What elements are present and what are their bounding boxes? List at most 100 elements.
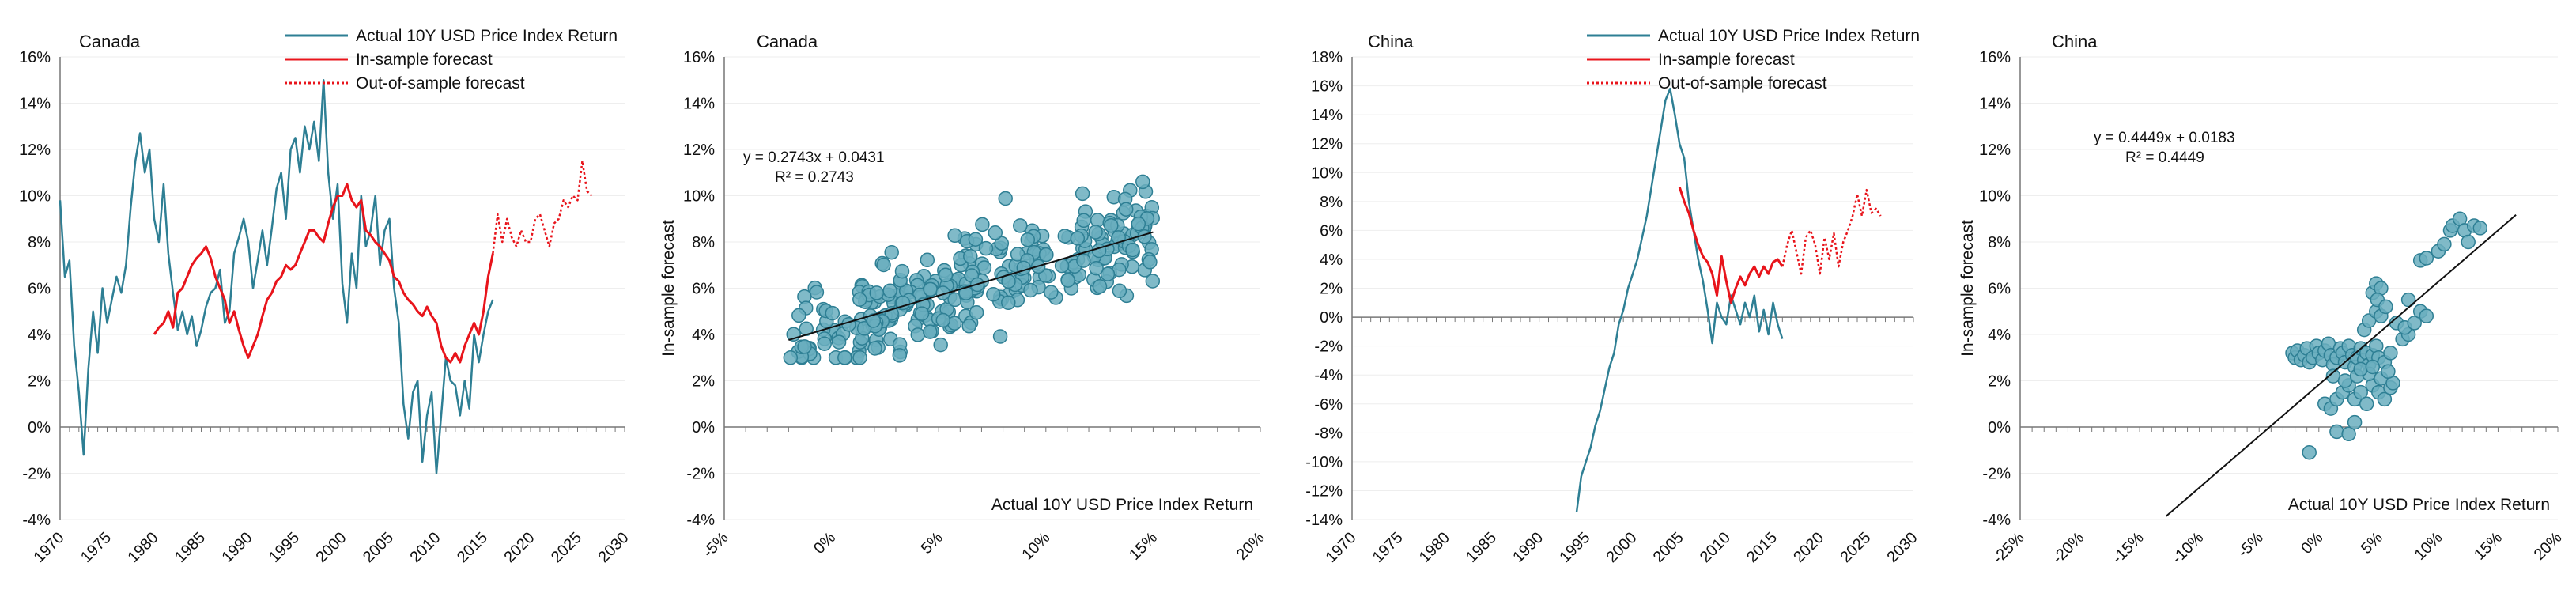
series-line-outofsample bbox=[1781, 188, 1882, 275]
scatter-point bbox=[2437, 236, 2452, 252]
scatter-point bbox=[831, 334, 847, 350]
legend-label: Out-of-sample forecast bbox=[1658, 74, 1827, 93]
chart-title: Canada bbox=[757, 32, 818, 51]
y-tick-label: 8% bbox=[692, 234, 715, 251]
scatter-point bbox=[797, 339, 812, 354]
trendline-equation: y = 0.2743x + 0.0431 bbox=[743, 149, 885, 166]
scatter-point bbox=[969, 304, 984, 320]
x-tick-label: 0% bbox=[2298, 529, 2326, 557]
series-line-actual bbox=[59, 79, 494, 474]
scatter-point bbox=[1088, 225, 1103, 240]
scatter-point bbox=[1076, 213, 1091, 229]
y-tick-label: 0% bbox=[28, 419, 51, 436]
scatter-point bbox=[869, 285, 885, 300]
scatter-point bbox=[876, 257, 891, 273]
scatter-point bbox=[1020, 232, 1036, 247]
y-tick-label: 18% bbox=[1311, 49, 1343, 66]
scatter-point bbox=[992, 329, 1008, 344]
scatter-point bbox=[2461, 234, 2476, 250]
series-line-outofsample bbox=[492, 160, 593, 254]
scatter-point bbox=[1100, 266, 1116, 281]
series-line-insample bbox=[1678, 187, 1784, 304]
y-tick-label: 6% bbox=[1320, 222, 1343, 240]
scatter-point bbox=[1001, 295, 1016, 311]
y-tick-label: 6% bbox=[1988, 281, 2011, 298]
y-tick-label: 12% bbox=[1979, 142, 2011, 159]
scatter-point bbox=[1131, 216, 1146, 232]
scatter-point bbox=[2383, 346, 2398, 361]
y-tick-label: -4% bbox=[22, 512, 51, 529]
scatter-point bbox=[866, 313, 882, 328]
scatter-point bbox=[963, 248, 978, 264]
x-tick-label: -10% bbox=[2169, 529, 2208, 568]
y-tick-label: -10% bbox=[1305, 454, 1343, 471]
scatter-point bbox=[2419, 308, 2434, 323]
x-tick-label: 1995 bbox=[1556, 529, 1593, 566]
scatter-point bbox=[1070, 231, 1086, 246]
scatter-point bbox=[938, 267, 954, 283]
trendline-equation: y = 0.4449x + 0.0183 bbox=[2094, 130, 2235, 146]
scatter-point bbox=[2347, 414, 2363, 430]
x-tick-label: 10% bbox=[2412, 529, 2446, 564]
x-tick-label: 5% bbox=[918, 529, 946, 557]
y-tick-label: 8% bbox=[1988, 234, 2011, 251]
x-tick-label: 1995 bbox=[266, 529, 303, 566]
scatter-point bbox=[935, 312, 951, 328]
scatter-point bbox=[2381, 364, 2396, 380]
y-axis-title: In-sample forecast bbox=[1958, 220, 1977, 357]
scatter-point bbox=[933, 337, 948, 353]
scatter-point bbox=[2378, 299, 2393, 315]
x-tick-label: 20% bbox=[2531, 529, 2566, 564]
scatter-point bbox=[841, 317, 856, 332]
scatter-point bbox=[947, 228, 962, 244]
chart-title: China bbox=[2052, 32, 2098, 51]
scatter-point bbox=[914, 306, 930, 321]
legend-label: Out-of-sample forecast bbox=[356, 74, 525, 93]
y-tick-label: 4% bbox=[1320, 251, 1343, 269]
legend: Actual 10Y USD Price Index Return In-samp… bbox=[285, 27, 618, 93]
y-tick-label: 6% bbox=[28, 281, 51, 298]
scatter-point bbox=[817, 336, 832, 351]
x-axis-title: Actual 10Y USD Price Index Return bbox=[991, 496, 1253, 514]
x-tick-label: 2005 bbox=[1650, 529, 1687, 566]
scatter-point bbox=[910, 327, 926, 342]
chart-panel-3: -14% -12% -10% -8% -6% -4% -2% 0% 2% 4% 6% 8% 10% 12%… bbox=[1305, 27, 1921, 566]
x-tick-label: 5% bbox=[2358, 529, 2386, 557]
y-tick-label: -2% bbox=[686, 466, 715, 483]
scatter-point bbox=[1013, 218, 1028, 233]
scatter-point bbox=[1112, 283, 1127, 299]
chart-title: China bbox=[1368, 32, 1414, 51]
chart-panel-1: -4% -2% 0% 2% 4% 6% 8% 10% 12% 14% 16% 1970 1975 1980… bbox=[19, 27, 633, 566]
x-tick-label: 1975 bbox=[1369, 529, 1407, 566]
x-tick-label: 2010 bbox=[1697, 529, 1734, 566]
y-tick-label: -4% bbox=[1314, 367, 1343, 384]
x-tick-label: 2000 bbox=[313, 529, 350, 566]
y-tick-label: 12% bbox=[683, 142, 715, 159]
scatter-point bbox=[1023, 282, 1038, 298]
x-tick-label: -5% bbox=[2234, 529, 2267, 561]
y-tick-label: 16% bbox=[19, 49, 51, 66]
y-tick-label: -12% bbox=[1305, 482, 1343, 500]
y-tick-label: 0% bbox=[1320, 309, 1343, 327]
x-tick-label: 15% bbox=[1126, 529, 1161, 564]
scatter-point bbox=[2472, 221, 2488, 236]
scatter-point bbox=[1135, 174, 1150, 190]
x-tick-label: 2020 bbox=[1790, 529, 1827, 566]
legend-label: Actual 10Y USD Price Index Return bbox=[1658, 27, 1920, 45]
y-tick-label: 0% bbox=[692, 419, 715, 436]
x-tick-label: 20% bbox=[1233, 529, 1268, 564]
y-tick-label: -4% bbox=[686, 512, 715, 529]
y-tick-label: -2% bbox=[1982, 466, 2011, 483]
scatter-point bbox=[1057, 229, 1073, 244]
y-tick-label: 10% bbox=[683, 188, 715, 206]
x-tick-label: 2005 bbox=[360, 529, 397, 566]
y-tick-label: 14% bbox=[683, 96, 715, 113]
scatter-point bbox=[2353, 384, 2368, 400]
x-tick-label: -5% bbox=[700, 529, 732, 561]
x-tick-label: 1985 bbox=[1463, 529, 1500, 566]
legend: Actual 10Y USD Price Index Return In-samp… bbox=[1587, 27, 1920, 93]
scatter-point bbox=[923, 281, 938, 297]
scatter-point bbox=[894, 263, 910, 279]
series-line-insample bbox=[153, 183, 494, 364]
